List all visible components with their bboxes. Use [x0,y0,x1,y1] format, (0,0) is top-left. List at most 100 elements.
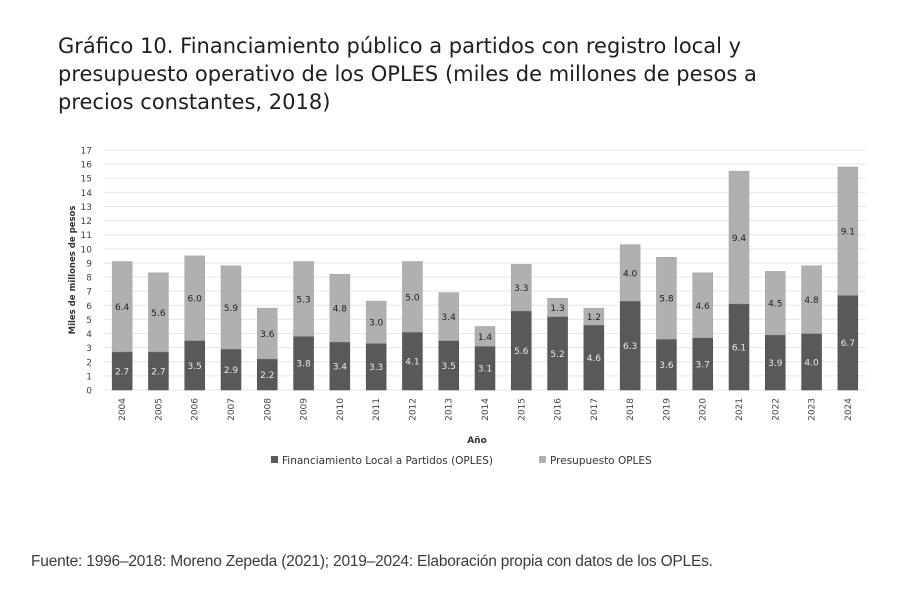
x-tick-label: 2012 [408,398,418,421]
bar-presupuesto [111,261,133,353]
data-label-presupuesto: 3.3 [514,284,528,294]
bar-presupuesto [728,170,750,305]
bar-presupuesto [402,261,423,333]
data-label-financiamiento: 3.6 [659,361,674,371]
data-label-financiamiento: 3.4 [333,363,348,373]
source-note: Fuente: 1996–2018: Moreno Zepeda (2021);… [31,553,713,570]
x-tick-label: 2007 [227,398,237,421]
y-tick-label: 13 [81,203,92,213]
legend-label-financiamiento: Financiamiento Local a Partidos (OPLES) [282,455,493,467]
data-label-financiamiento: 3.5 [188,362,202,372]
x-axis-ticks: 2004 2005 2006 2007 2008 2009 2010 2011 2012 2013… [118,398,854,421]
data-label-presupuesto: 9.1 [841,228,855,238]
bar-presupuesto [474,326,496,347]
x-tick-label: 2015 [517,398,527,421]
data-label-presupuesto: 3.6 [260,330,275,340]
bar-presupuesto [583,307,605,326]
data-label-presupuesto: 5.6 [151,309,166,319]
bar-presupuesto [257,307,278,360]
data-label-financiamiento: 5.6 [514,347,529,357]
data-label-presupuesto: 3.0 [369,319,384,329]
y-tick-label: 15 [81,175,92,185]
data-label-financiamiento: 3.7 [696,360,710,370]
y-tick-label: 14 [81,189,93,199]
data-label-presupuesto: 9.4 [732,234,747,244]
data-label-financiamiento: 6.7 [841,339,855,349]
data-label-financiamiento: 3.1 [478,365,492,375]
data-label-presupuesto: 1.4 [478,333,493,343]
bar-presupuesto [619,244,641,302]
bar-presupuesto [692,272,713,339]
data-label-presupuesto: 4.0 [623,269,638,279]
x-tick-label: 2023 [808,398,818,421]
data-label-presupuesto: 4.6 [696,302,711,312]
x-tick-label: 2004 [118,398,128,421]
bar-presupuesto [148,272,169,353]
legend-label-presupuesto: Presupuesto OPLES [550,455,652,467]
y-tick-label: 9 [86,259,92,269]
y-axis-label: Miles de millones de pesos [68,206,78,335]
data-label-presupuesto: 4.8 [333,305,348,315]
x-tick-label: 2011 [372,398,382,421]
data-label-financiamiento: 5.2 [550,350,564,360]
data-label-financiamiento: 6.1 [732,343,746,353]
x-tick-label: 2006 [191,398,201,421]
y-tick-label: 8 [86,274,92,284]
bar-presupuesto [329,273,351,343]
x-tick-label: 2021 [735,398,745,421]
y-tick-label: 1 [86,372,92,382]
data-label-financiamiento: 3.8 [296,360,311,370]
x-tick-label: 2005 [154,398,164,421]
data-label-financiamiento: 3.3 [369,363,383,373]
y-tick-label: 3 [86,344,92,354]
data-label-financiamiento: 6.3 [623,342,637,352]
y-tick-label: 17 [81,147,92,157]
data-label-financiamiento: 2.7 [115,367,129,377]
y-tick-label: 0 [86,387,92,397]
x-tick-label: 2018 [626,398,636,421]
x-tick-label: 2020 [699,398,709,421]
bar-presupuesto [801,265,822,334]
bar-presupuesto [365,300,387,344]
x-tick-label: 2016 [554,398,564,421]
x-tick-label: 2014 [481,398,491,421]
data-label-presupuesto: 5.0 [405,293,420,303]
data-label-presupuesto: 5.3 [296,295,310,305]
bar-presupuesto [293,261,314,337]
y-tick-label: 12 [81,217,92,227]
data-label-financiamiento: 2.9 [224,366,239,376]
bar-presupuesto [184,255,205,341]
bar-presupuesto [656,257,677,340]
data-label-financiamiento: 4.1 [405,358,419,368]
data-label-financiamiento: 3.5 [442,362,456,372]
data-label-presupuesto: 3.4 [442,313,457,323]
x-tick-label: 2017 [590,398,600,421]
x-tick-label: 2010 [336,398,346,421]
bar-presupuesto [511,264,532,312]
data-labels: 2.7 6.4 2.7 5.6 3.5 6.0 2.9 5.9 2.2 3.6 3.8 5.3 3.4 4… [115,228,855,381]
bar-presupuesto [547,297,568,317]
data-label-financiamiento: 2.2 [260,371,274,381]
data-label-financiamiento: 4.0 [804,358,819,368]
data-label-presupuesto: 1.3 [550,304,564,314]
data-label-presupuesto: 6.4 [115,303,130,313]
y-tick-label: 5 [86,316,92,326]
x-axis-label: Año [467,436,487,446]
legend: Financiamiento Local a Partidos (OPLES) … [271,455,652,467]
legend-swatch-presupuesto [539,456,546,463]
data-label-presupuesto: 5.8 [659,295,674,305]
data-label-presupuesto: 4.5 [768,300,782,310]
x-tick-label: 2013 [445,398,455,421]
bar-presupuesto [438,292,459,341]
x-tick-label: 2009 [300,398,310,421]
y-tick-label: 2 [86,358,92,368]
x-tick-label: 2022 [771,398,781,421]
bars [111,166,859,391]
x-tick-label: 2008 [263,398,273,421]
y-tick-label: 6 [86,302,92,312]
y-tick-label: 4 [86,330,92,340]
x-tick-label: 2024 [844,398,854,421]
y-tick-label: 11 [81,231,92,241]
bar-presupuesto [765,271,786,336]
data-label-presupuesto: 4.8 [804,296,819,306]
